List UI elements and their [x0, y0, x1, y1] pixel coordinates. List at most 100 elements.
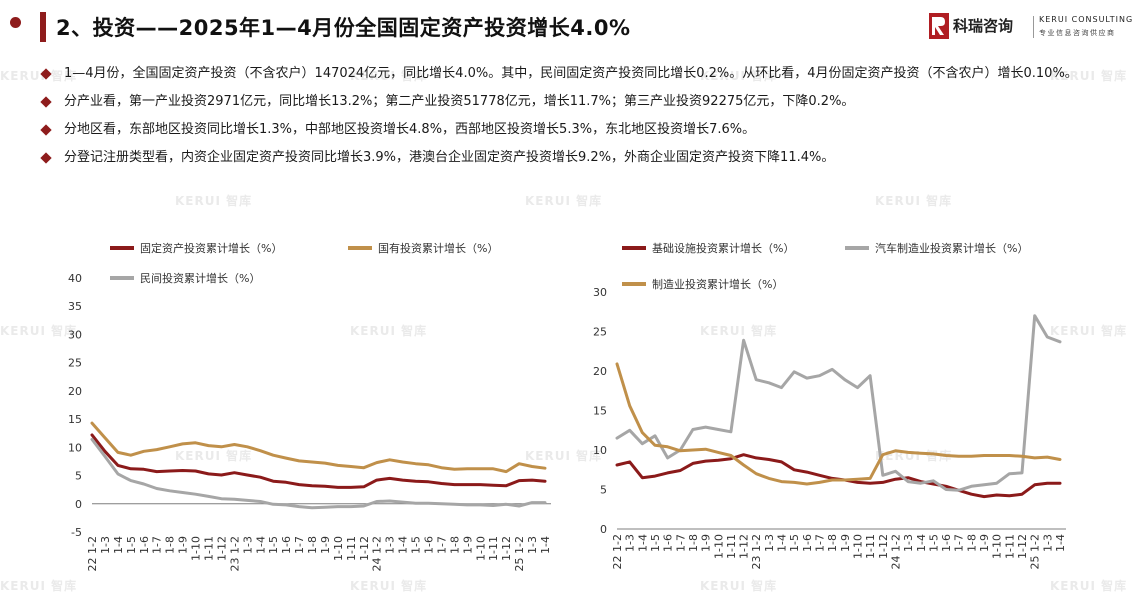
x-tick-label: 1-6	[662, 534, 675, 552]
y-tick-label: 15	[593, 405, 607, 418]
x-tick-label: 1-7	[953, 534, 966, 552]
watermark: KERUI 智库	[875, 194, 953, 208]
y-tick-label: 35	[68, 300, 82, 313]
x-tick-label: 22 1-2	[86, 536, 99, 571]
x-tick-label: 1-3	[902, 534, 915, 552]
x-tick-label: 1-7	[151, 536, 164, 554]
series-line	[90, 421, 547, 474]
x-tick-label: 1-10	[332, 536, 345, 561]
x-tick-label: 1-12	[877, 534, 890, 559]
x-tick-label: 24 1-2	[889, 534, 902, 569]
logo-name-en: KERUI CONSULTING	[1039, 15, 1134, 24]
x-tick-label: 1-5	[410, 536, 423, 554]
x-tick-label: 1-11	[864, 534, 877, 559]
title-accent-bar	[40, 12, 46, 42]
legend-label: 固定资产投资累计增长（%）	[140, 241, 282, 255]
y-tick-label: 20	[593, 365, 607, 378]
y-tick-label: -5	[71, 526, 82, 539]
fixed-asset-investment-chart: 固定资产投资累计增长（%） 国有投资累计增长（%） 民间投资累计增长（%） -5 0 5 1…	[68, 241, 552, 571]
x-tick-label: 1-5	[927, 534, 940, 552]
bullet-item: 分登记注册类型看，内资企业固定资产投资同比增长3.9%，港澳台企业固定资产投资增…	[38, 147, 1088, 169]
x-tick-label: 1-4	[397, 536, 410, 554]
watermark: KERUI 智库	[525, 194, 603, 208]
x-tick-label: 1-4	[915, 534, 928, 552]
y-tick-label: 20	[68, 385, 82, 398]
y-tick-label: 10	[68, 441, 82, 454]
bullet-text: 分产业看，第一产业投资2971亿元，同比增长13.2%；第二产业投资51778亿…	[64, 94, 855, 109]
legend-label: 制造业投资累计增长（%）	[652, 277, 783, 291]
x-tick-label: 1-10	[712, 534, 725, 559]
x-tick-label: 1-9	[978, 534, 991, 552]
y-tick-label: 10	[593, 444, 607, 457]
series-line	[90, 437, 547, 510]
series-line	[615, 362, 1062, 486]
y-tick-label: 15	[68, 413, 82, 426]
sector-investment-chart: 基础设施投资累计增长（%） 汽车制造业投资累计增长（%） 制造业投资累计增长（%） 0…	[593, 241, 1067, 569]
watermark: KERUI 智库	[175, 194, 253, 208]
diamond-bullet-icon	[40, 124, 52, 136]
x-tick-label: 1-3	[384, 536, 397, 554]
x-tick-label: 1-10	[991, 534, 1004, 559]
y-tick-label: 5	[600, 484, 607, 497]
diamond-bullet-icon	[40, 96, 52, 108]
x-tick-label: 23 1-2	[228, 536, 241, 571]
x-tick-label: 1-3	[241, 536, 254, 554]
x-tick-label: 1-8	[826, 534, 839, 552]
x-tick-label: 1-6	[138, 536, 151, 554]
logo-divider	[1033, 16, 1034, 38]
x-tick-label: 25 1-2	[513, 536, 526, 571]
diamond-bullet-icon	[40, 152, 52, 164]
x-tick-label: 1-8	[448, 536, 461, 554]
x-tick-label: 1-3	[99, 536, 112, 554]
series-line	[615, 453, 1062, 499]
x-tick-label: 1-10	[474, 536, 487, 561]
x-tick-label: 1-11	[1003, 534, 1016, 559]
x-tick-label: 1-8	[687, 534, 700, 552]
x-tick-label: 1-11	[725, 534, 738, 559]
x-tick-label: 23 1-2	[750, 534, 763, 569]
diamond-bullet-icon	[40, 68, 52, 80]
x-tick-label: 1-12	[358, 536, 371, 561]
x-tick-label: 25 1-2	[1029, 534, 1042, 569]
x-tick-label: 1-12	[1016, 534, 1029, 559]
x-tick-label: 1-9	[319, 536, 332, 554]
y-tick-label: 30	[68, 328, 82, 341]
x-tick-label: 1-6	[940, 534, 953, 552]
legend-label: 民间投资累计增长（%）	[140, 271, 260, 285]
x-tick-label: 1-9	[177, 536, 190, 554]
x-tick-label: 1-4	[776, 534, 789, 552]
title-dot	[10, 17, 21, 28]
bullet-text: 1—4月份，全国固定资产投资（不含农户）147024亿元，同比增长4.0%。其中…	[64, 66, 1078, 81]
x-tick-label: 1-4	[254, 536, 267, 554]
series-line	[90, 433, 547, 489]
x-tick-label: 1-5	[125, 536, 138, 554]
x-tick-label: 24 1-2	[371, 536, 384, 571]
x-tick-label: 1-9	[700, 534, 713, 552]
x-tick-label: 1-8	[306, 536, 319, 554]
x-tick-label: 1-5	[649, 534, 662, 552]
y-tick-label: 25	[68, 357, 82, 370]
logo-mark-icon	[929, 13, 949, 39]
bullet-text: 分地区看，东部地区投资同比增长1.3%，中部地区投资增长4.8%，西部地区投资增…	[64, 122, 756, 137]
y-tick-label: 0	[600, 523, 607, 536]
x-tick-label: 1-4	[636, 534, 649, 552]
summary-bullets: 1—4月份，全国固定资产投资（不含农户）147024亿元，同比增长4.0%。其中…	[38, 63, 1088, 175]
x-tick-label: 1-7	[674, 534, 687, 552]
x-tick-label: 1-7	[293, 536, 306, 554]
x-tick-label: 1-8	[164, 536, 177, 554]
x-tick-label: 22 1-2	[611, 534, 624, 569]
y-tick-label: 5	[75, 470, 82, 483]
logo-tagline: 专业信息咨询供应商	[1039, 29, 1116, 37]
x-tick-label: 1-3	[624, 534, 637, 552]
bullet-item: 1—4月份，全国固定资产投资（不含农户）147024亿元，同比增长4.0%。其中…	[38, 63, 1088, 85]
company-logo: 科瑞咨询 KERUI CONSULTING 专业信息咨询供应商	[929, 13, 1132, 43]
bullet-item: 分产业看，第一产业投资2971亿元，同比增长13.2%；第二产业投资51778亿…	[38, 91, 1088, 113]
x-tick-label: 1-11	[487, 536, 500, 561]
y-tick-label: 25	[593, 326, 607, 339]
x-tick-label: 1-11	[202, 536, 215, 561]
x-tick-label: 1-3	[526, 536, 539, 554]
x-tick-label: 1-5	[788, 534, 801, 552]
x-tick-label: 1-4	[1054, 534, 1067, 552]
x-tick-label: 1-3	[1041, 534, 1054, 552]
x-tick-label: 1-11	[345, 536, 358, 561]
